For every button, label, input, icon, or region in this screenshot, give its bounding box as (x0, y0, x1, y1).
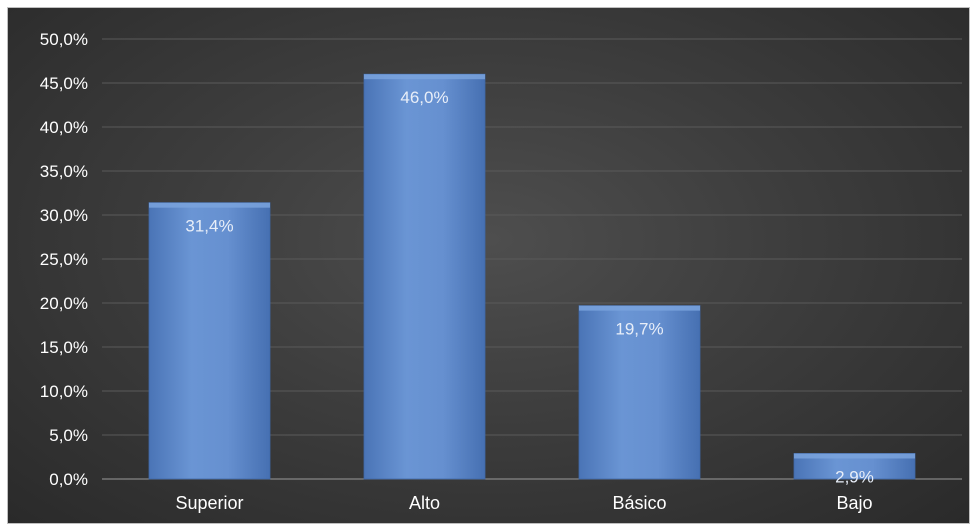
x-category-label: Superior (175, 493, 243, 513)
y-tick-label: 10,0% (40, 382, 88, 401)
y-tick-label: 0,0% (49, 470, 88, 489)
y-tick-label: 50,0% (40, 30, 88, 49)
y-tick-label: 5,0% (49, 426, 88, 445)
chart-area: 0,0% 5,0% 10,0% 15,0% 20,0% 25,0% 30,0% 35,0% 40… (7, 7, 970, 524)
data-labels: 31,4% 46,0% 19,7% 2,9% (185, 88, 873, 486)
data-label: 2,9% (835, 467, 874, 486)
bar (148, 202, 271, 480)
y-axis-ticks: 0,0% 5,0% 10,0% 15,0% 20,0% 25,0% 30,0% 35,0% 40… (40, 30, 88, 489)
bar-top-bevel (579, 305, 700, 311)
x-category-label: Bajo (836, 493, 872, 513)
data-label: 46,0% (400, 88, 448, 107)
y-tick-label: 20,0% (40, 294, 88, 313)
data-label: 19,7% (615, 320, 663, 339)
bar (578, 305, 701, 480)
bar (363, 73, 486, 480)
y-tick-label: 35,0% (40, 162, 88, 181)
bar-body (363, 73, 486, 480)
bar-top-bevel (149, 202, 270, 208)
bar-chart: 0,0% 5,0% 10,0% 15,0% 20,0% 25,0% 30,0% 35,0% 40… (40, 30, 962, 513)
bars (148, 73, 916, 480)
y-tick-label: 25,0% (40, 250, 88, 269)
y-tick-label: 15,0% (40, 338, 88, 357)
y-tick-label: 45,0% (40, 74, 88, 93)
data-label: 31,4% (185, 217, 233, 236)
bar (793, 453, 916, 480)
bar-top-bevel (364, 74, 485, 80)
bar-top-bevel (794, 453, 915, 459)
x-category-label: Básico (612, 493, 666, 513)
y-tick-label: 40,0% (40, 118, 88, 137)
y-tick-label: 30,0% (40, 206, 88, 225)
x-category-label: Alto (409, 493, 440, 513)
bar-body (148, 202, 271, 480)
x-axis-categories: Superior Alto Básico Bajo (175, 493, 872, 513)
bar-body (578, 305, 701, 480)
